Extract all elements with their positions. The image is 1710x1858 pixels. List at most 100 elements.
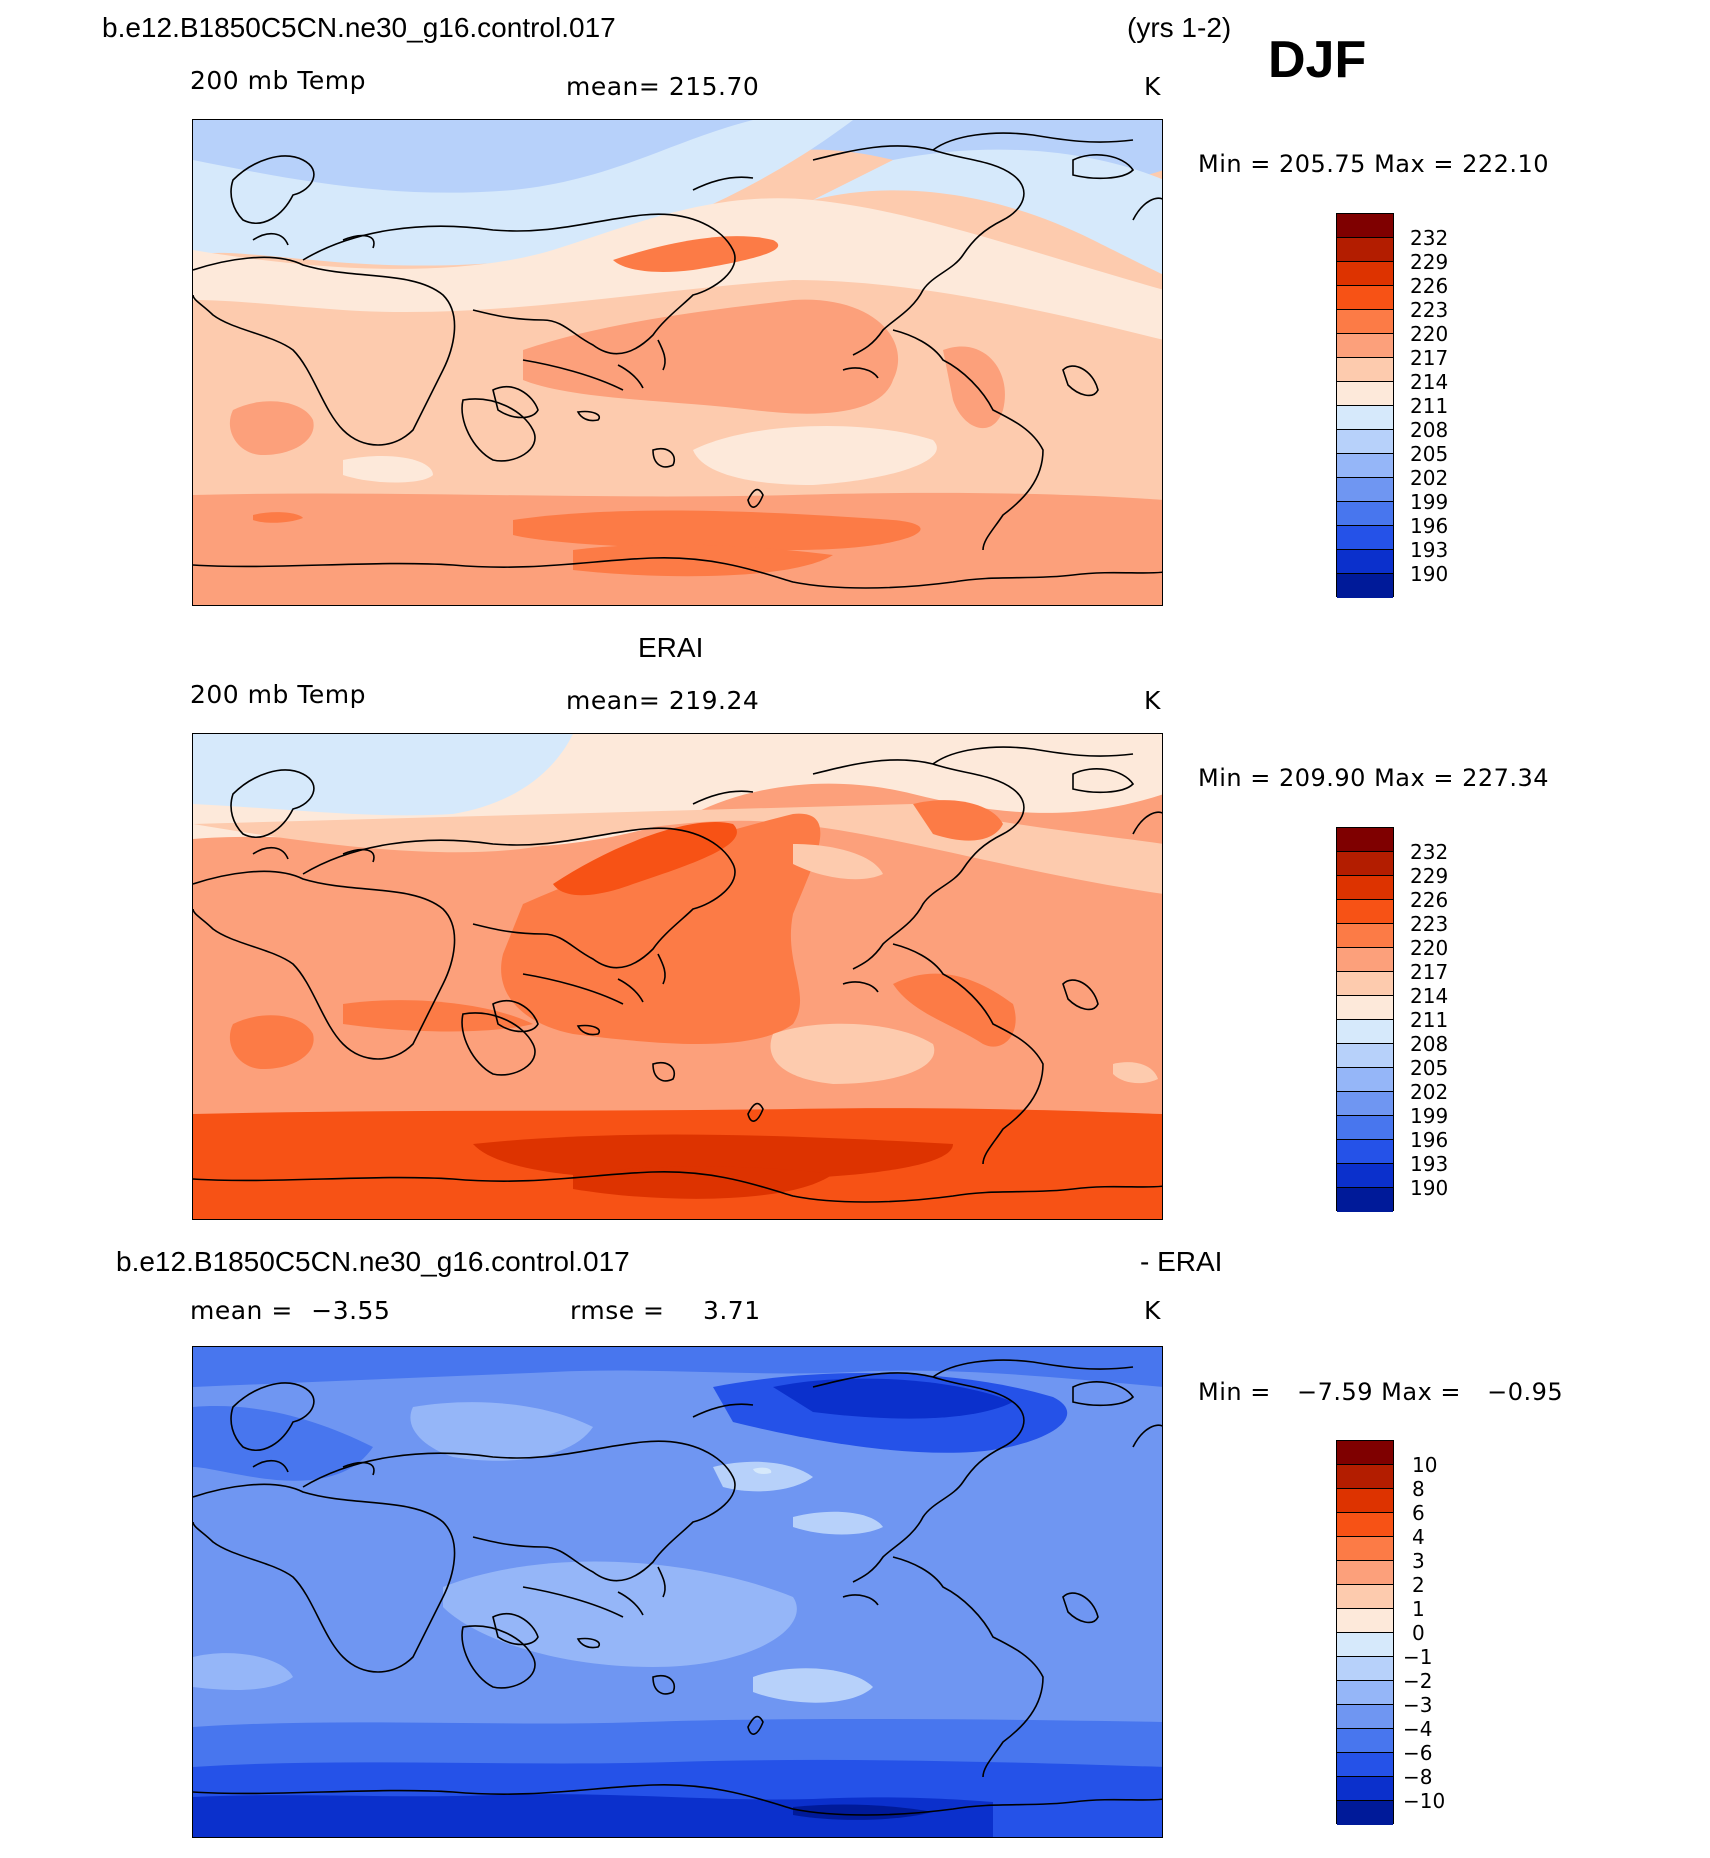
panel2-mean: mean= 219.24	[566, 686, 759, 715]
panel3-swatch	[1337, 1705, 1393, 1729]
panel1-swatch	[1337, 430, 1393, 454]
panel3-colorbar	[1336, 1440, 1394, 1825]
panel3-level: 10	[1412, 1453, 1438, 1477]
panel1-units: K	[1144, 72, 1161, 101]
panel2-level: 190	[1410, 1176, 1449, 1200]
panel1-swatch	[1337, 262, 1393, 286]
panel1-mean-value: 215.70	[668, 72, 760, 101]
panel1-level: 223	[1410, 298, 1449, 322]
panel2-map-svg	[193, 734, 1162, 1219]
panel2-level: 199	[1410, 1104, 1449, 1128]
panel3-level: 4	[1412, 1525, 1425, 1549]
panel2-min-label: Min =	[1198, 764, 1271, 792]
panel1-swatch	[1337, 574, 1393, 598]
panel2-swatch	[1337, 900, 1393, 924]
panel2-swatch	[1337, 876, 1393, 900]
panel1-colorbar	[1336, 213, 1394, 598]
panel1-swatch	[1337, 286, 1393, 310]
panel1-mean: mean= 215.70	[566, 72, 759, 101]
panel3-max-label: Max =	[1381, 1378, 1462, 1406]
panel1-swatch	[1337, 358, 1393, 382]
panel1-min-value: 205.75	[1278, 150, 1366, 178]
panel2-level: 196	[1410, 1128, 1449, 1152]
panel1-swatch	[1337, 454, 1393, 478]
years-label: (yrs 1-2)	[1127, 12, 1232, 43]
panel1-level: 196	[1410, 514, 1449, 538]
panel2-level: 214	[1410, 984, 1449, 1008]
panel1-map-svg	[193, 120, 1162, 605]
panel3-level: −4	[1403, 1717, 1433, 1741]
panel3-level: 8	[1412, 1477, 1425, 1501]
panel3-level: −10	[1403, 1789, 1446, 1813]
season-label: DJF	[1268, 31, 1367, 89]
panel2-level: 229	[1410, 864, 1449, 888]
panel3-rmse-value: 3.71	[702, 1296, 761, 1325]
panel1-level: 193	[1410, 538, 1449, 562]
panel3-swatch	[1337, 1801, 1393, 1825]
panel1-level: 205	[1410, 442, 1449, 466]
panel3-swatch	[1337, 1753, 1393, 1777]
panel3-level: −6	[1403, 1741, 1433, 1765]
panel2-level: 232	[1410, 840, 1449, 864]
panel3-mean: mean = −3.55	[190, 1296, 390, 1325]
panel2-min-value: 209.90	[1278, 764, 1366, 792]
panel1-swatch	[1337, 550, 1393, 574]
panel3-level: 2	[1412, 1573, 1425, 1597]
panel1-level: 220	[1410, 322, 1449, 346]
panel2-swatch	[1337, 1140, 1393, 1164]
panel2-swatch	[1337, 1092, 1393, 1116]
panel3-swatch	[1337, 1657, 1393, 1681]
panel1-level: 199	[1410, 490, 1449, 514]
panel1-max-value: 222.10	[1462, 150, 1550, 178]
panel1-level: 208	[1410, 418, 1449, 442]
panel3-title: b.e12.B1850C5CN.ne30_g16.control.017	[116, 1246, 630, 1277]
panel1-level: 202	[1410, 466, 1449, 490]
panel2-minmax: Min = 209.90 Max = 227.34	[1198, 764, 1549, 792]
panel1-swatch	[1337, 238, 1393, 262]
panel1-max-label: Max =	[1374, 150, 1454, 178]
panel3-swatch	[1337, 1777, 1393, 1801]
panel2-level: 211	[1410, 1008, 1449, 1032]
panel3-rmse: rmse = 3.71	[570, 1296, 761, 1325]
panel3-swatch	[1337, 1489, 1393, 1513]
panel1-level: 217	[1410, 346, 1449, 370]
panel1-minmax: Min = 205.75 Max = 222.10	[1198, 150, 1549, 178]
panel3-swatch	[1337, 1441, 1393, 1465]
panel2-swatch	[1337, 924, 1393, 948]
panel2-colorbar	[1336, 827, 1394, 1212]
panel3-swatch	[1337, 1561, 1393, 1585]
panel2-title: ERAI	[638, 632, 704, 663]
panel3-swatch	[1337, 1465, 1393, 1489]
panel2-level: 193	[1410, 1152, 1449, 1176]
panel3-title-right: - ERAI	[1140, 1246, 1223, 1277]
panel3-level: 3	[1412, 1549, 1425, 1573]
panel2-level: 208	[1410, 1032, 1449, 1056]
panel1-level: 214	[1410, 370, 1449, 394]
panel2-max-value: 227.34	[1462, 764, 1550, 792]
panel2-swatch	[1337, 1068, 1393, 1092]
panel3-map-svg	[193, 1347, 1162, 1837]
panel1-swatch	[1337, 214, 1393, 238]
panel2-swatch	[1337, 1188, 1393, 1212]
panel3-mean-value: −3.55	[311, 1296, 391, 1325]
panel3-swatch	[1337, 1633, 1393, 1657]
panel1-min-label: Min =	[1198, 150, 1271, 178]
panel1-mean-label: mean=	[566, 72, 661, 101]
panel3-max-value: −0.95	[1487, 1378, 1564, 1406]
panel1-swatch	[1337, 502, 1393, 526]
panel2-swatch	[1337, 1116, 1393, 1140]
panel1-level: 190	[1410, 562, 1449, 586]
panel3-level: 0	[1412, 1621, 1425, 1645]
panel3-map	[192, 1346, 1163, 1838]
panel2-max-label: Max =	[1374, 764, 1454, 792]
panel1-swatch	[1337, 310, 1393, 334]
panel2-map	[192, 733, 1163, 1220]
panel1-level: 211	[1410, 394, 1449, 418]
panel3-minmax: Min = −7.59 Max = −0.95	[1198, 1378, 1563, 1406]
panel3-min-label: Min =	[1198, 1378, 1271, 1406]
panel2-level: 226	[1410, 888, 1449, 912]
panel2-level: 205	[1410, 1056, 1449, 1080]
panel3-swatch	[1337, 1513, 1393, 1537]
panel2-swatch	[1337, 996, 1393, 1020]
panel2-swatch	[1337, 948, 1393, 972]
